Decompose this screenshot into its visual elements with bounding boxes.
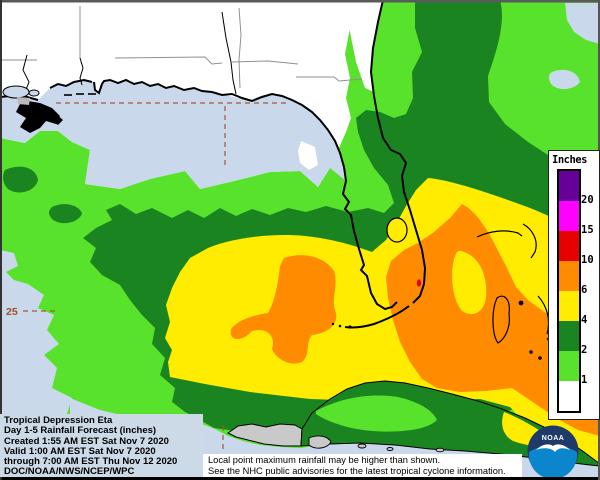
- cuba-interior-lightgreen: [316, 395, 437, 432]
- caribbean-islands: [308, 435, 445, 453]
- disclaimer-line-1: Local point maximum rainfall may be high…: [208, 455, 441, 465]
- legend: Inches 20 15 10 6 4 2 1: [548, 150, 600, 420]
- disclaimer-line-2: See the NHC public advisories for the la…: [208, 465, 506, 476]
- barrier-islands: [64, 93, 96, 96]
- noaa-logo-icon: NOAA: [527, 425, 579, 479]
- through-time: through 7:00 AM EST Thu Nov 12 2020: [4, 456, 178, 468]
- legend-colorbar: [557, 169, 581, 413]
- storm-title: Tropical Depression Eta: [4, 415, 113, 426]
- valid-time: Valid 1:00 AM EST Sat Nov 7 2020: [4, 445, 156, 457]
- atlantic-water-patch: [548, 69, 580, 90]
- legend-band-6-10: [559, 261, 579, 291]
- new-orleans-urban: [17, 97, 30, 105]
- lake-okeechobee: [386, 217, 408, 243]
- gulf-of-mexico: [0, 80, 346, 189]
- latlon-grid: [23, 102, 290, 452]
- legend-band-4-6: [559, 291, 579, 321]
- forecast-subtitle: Day 1-5 Rainfall Forecast (inches): [4, 425, 157, 437]
- florida-east-coastline: [344, 0, 427, 329]
- florida-keys: [344, 305, 410, 329]
- noaa-logo: NOAA: [527, 425, 579, 479]
- legend-band-0-1: [559, 381, 579, 411]
- created-time: Created 1:55 AM EST Sat Nov 7 2020: [4, 435, 169, 447]
- disclaimer-box: Local point maximum rainfall may be high…: [203, 454, 522, 477]
- lake-pontchartrain: [2, 85, 40, 99]
- legend-label-10: 10: [581, 254, 594, 266]
- yellow-hole-in-orange: [452, 250, 487, 315]
- florida-west-coastline: [93, 78, 398, 311]
- legend-label-4: 4: [581, 314, 588, 326]
- legend-title: Inches: [552, 154, 587, 166]
- legend-label-15: 15: [581, 224, 594, 236]
- west-gulf-water: [0, 250, 72, 414]
- noaa-logo-text: NOAA: [542, 435, 565, 442]
- keys-islets: [331, 322, 352, 329]
- forecast-info-box: Tropical Depression Eta Day 1-5 Rainfall…: [0, 414, 203, 477]
- rain-spot-10in: [416, 279, 422, 287]
- agency-line: DOC/NOAA/NWS/NCEP/WPC: [4, 466, 135, 478]
- legend-band-10-15: [559, 231, 579, 261]
- legend-band-1-2: [559, 351, 579, 381]
- state-borders: [0, 6, 363, 89]
- legend-band-15-20: [559, 201, 579, 231]
- dry-land-strips: [298, 0, 383, 170]
- legend-band-2-4: [559, 321, 579, 351]
- mississippi-delta: [16, 100, 63, 133]
- atlantic-water-corner: [565, 3, 600, 44]
- legend-label-2: 2: [581, 344, 588, 356]
- legend-label-20: 20: [581, 194, 594, 206]
- legend-label-1: 1: [581, 374, 588, 386]
- legend-label-6: 6: [581, 284, 588, 296]
- legend-band-20plus: [559, 171, 579, 201]
- latitude-label: 25: [6, 306, 18, 318]
